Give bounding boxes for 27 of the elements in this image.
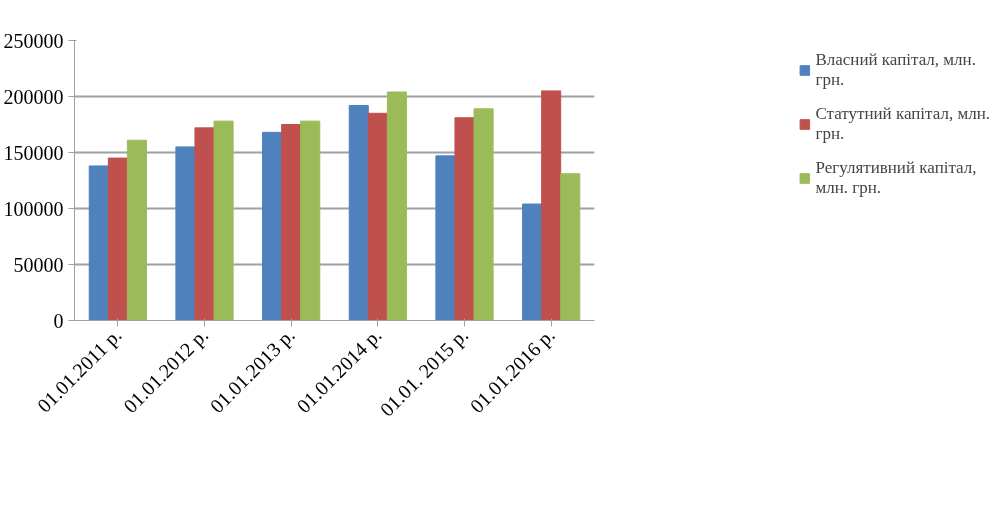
bar xyxy=(541,90,562,321)
y-tick-label: 150000 xyxy=(3,141,64,164)
bar xyxy=(126,139,147,321)
bar xyxy=(107,157,128,321)
bar xyxy=(522,203,543,321)
bar xyxy=(300,120,321,321)
bar xyxy=(213,120,234,321)
bar xyxy=(348,104,369,321)
legend-label: Власний капітал, млн. грн. xyxy=(815,50,976,90)
bar xyxy=(262,131,283,321)
y-tick-label: 100000 xyxy=(3,197,64,220)
bar xyxy=(454,117,475,321)
bar xyxy=(281,124,302,321)
bar xyxy=(175,146,196,321)
bar xyxy=(435,155,456,321)
y-tick-label: 250000 xyxy=(3,29,64,52)
y-tick-label: 200000 xyxy=(3,85,64,108)
y-tick-label: 0 xyxy=(53,309,64,332)
bar xyxy=(560,173,581,321)
bar xyxy=(386,91,407,321)
legend-label: Статутний капітал, млн. грн. xyxy=(815,104,990,144)
y-tick-label: 50000 xyxy=(13,253,64,276)
bar xyxy=(367,112,388,321)
legend-label: Регулятивний капітал, млн. грн. xyxy=(815,158,977,198)
bar xyxy=(88,165,109,321)
bar xyxy=(194,127,215,321)
bar xyxy=(473,108,494,321)
